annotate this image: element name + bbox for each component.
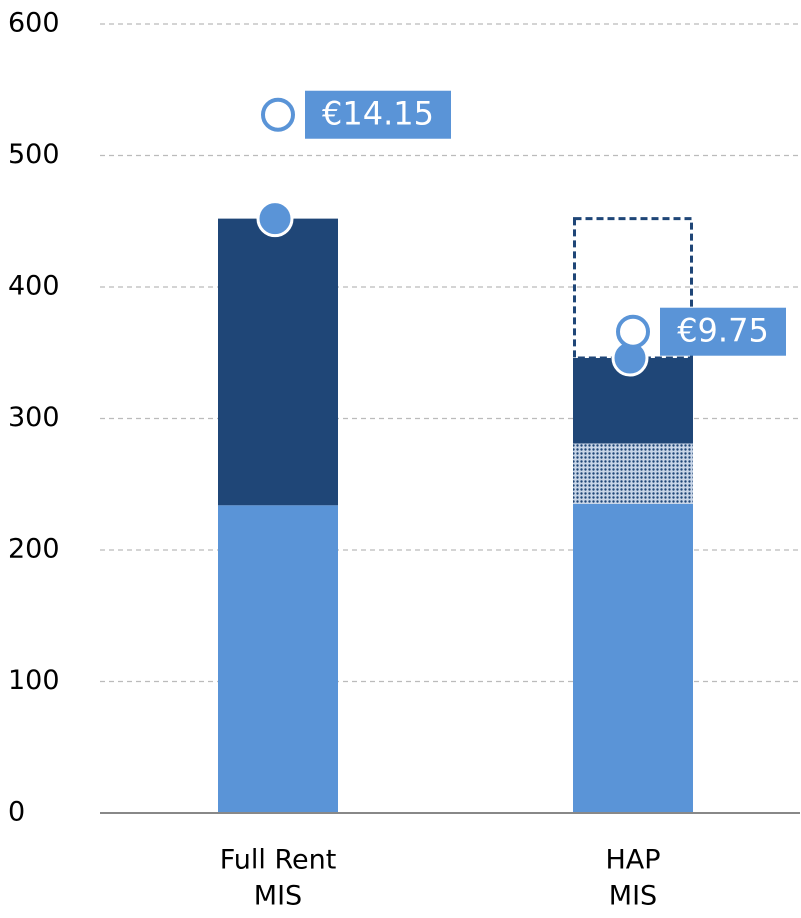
- open-marker: [616, 314, 650, 349]
- y-tick-label: 500: [8, 139, 60, 170]
- open-marker: [261, 97, 295, 132]
- marker: [256, 200, 294, 238]
- annotation: €14.15: [322, 95, 434, 133]
- annotation: €9.75: [677, 312, 769, 350]
- bar-segment: [573, 503, 693, 813]
- y-tick-label: 200: [8, 534, 60, 565]
- y-tick-label: 100: [8, 665, 60, 696]
- bar-segment: [218, 218, 338, 506]
- bar-segment: [218, 505, 338, 813]
- y-tick-label: 400: [8, 271, 60, 302]
- y-tick-label: 300: [8, 402, 60, 433]
- y-tick-label: 600: [8, 8, 60, 39]
- annotation-box: [305, 90, 451, 139]
- x-tick-label: MIS: [254, 881, 302, 912]
- x-tick-label: Full Rent: [220, 845, 337, 876]
- annotation-box: [660, 307, 786, 356]
- x-tick-label: HAP: [605, 845, 660, 876]
- bar-segment: [573, 443, 693, 504]
- x-tick-label: MIS: [609, 881, 657, 912]
- y-tick-label: 0: [8, 797, 25, 828]
